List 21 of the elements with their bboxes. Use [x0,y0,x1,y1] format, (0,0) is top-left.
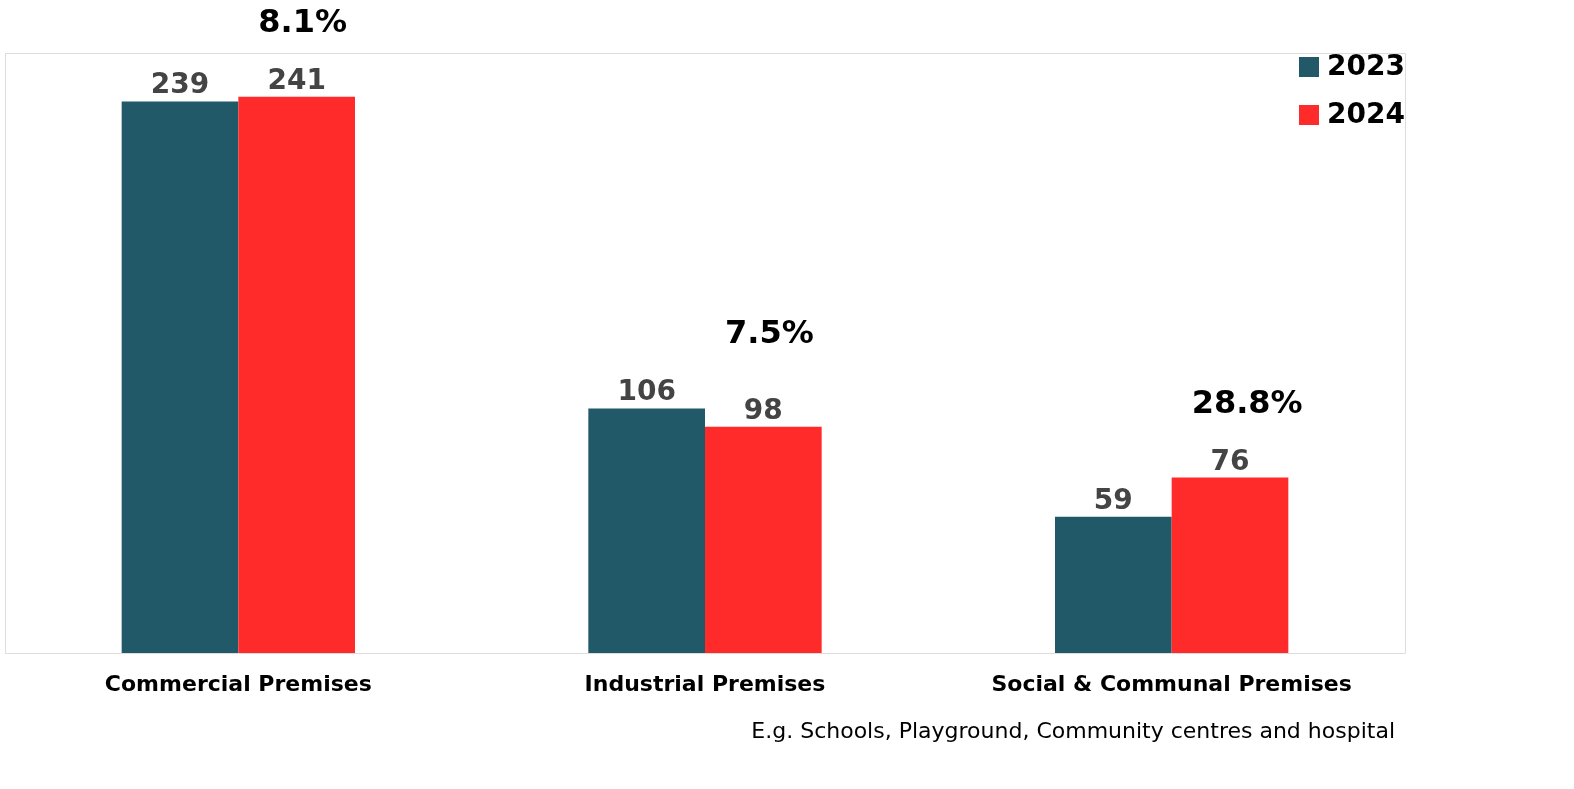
bar [1171,477,1289,653]
data-label: 241 [267,62,326,96]
x-tick-label: Commercial Premises [104,670,372,696]
bar [1055,516,1172,653]
x-tick-label: Social & Communal Premises [991,670,1352,696]
bar [588,408,705,653]
bar [121,101,239,653]
data-label: 76 [1210,443,1250,477]
legend-label: 2024 [1327,97,1405,130]
data-label: 239 [150,67,210,101]
text: 8.1% [258,1,348,40]
data-label: 59 [1093,482,1133,516]
data-label: 106 [617,374,676,408]
bar [238,96,355,653]
annotation: 28.8% [1191,382,1303,421]
bar [705,426,822,653]
annotation: 7.5% [725,313,814,352]
x-tick-label: Industrial Premises [584,670,826,696]
legend-label: 2023 [1327,49,1405,82]
text: E.g. Schools, Playground, Community centres and hospital [751,718,1395,743]
data-label: 98 [743,392,783,426]
